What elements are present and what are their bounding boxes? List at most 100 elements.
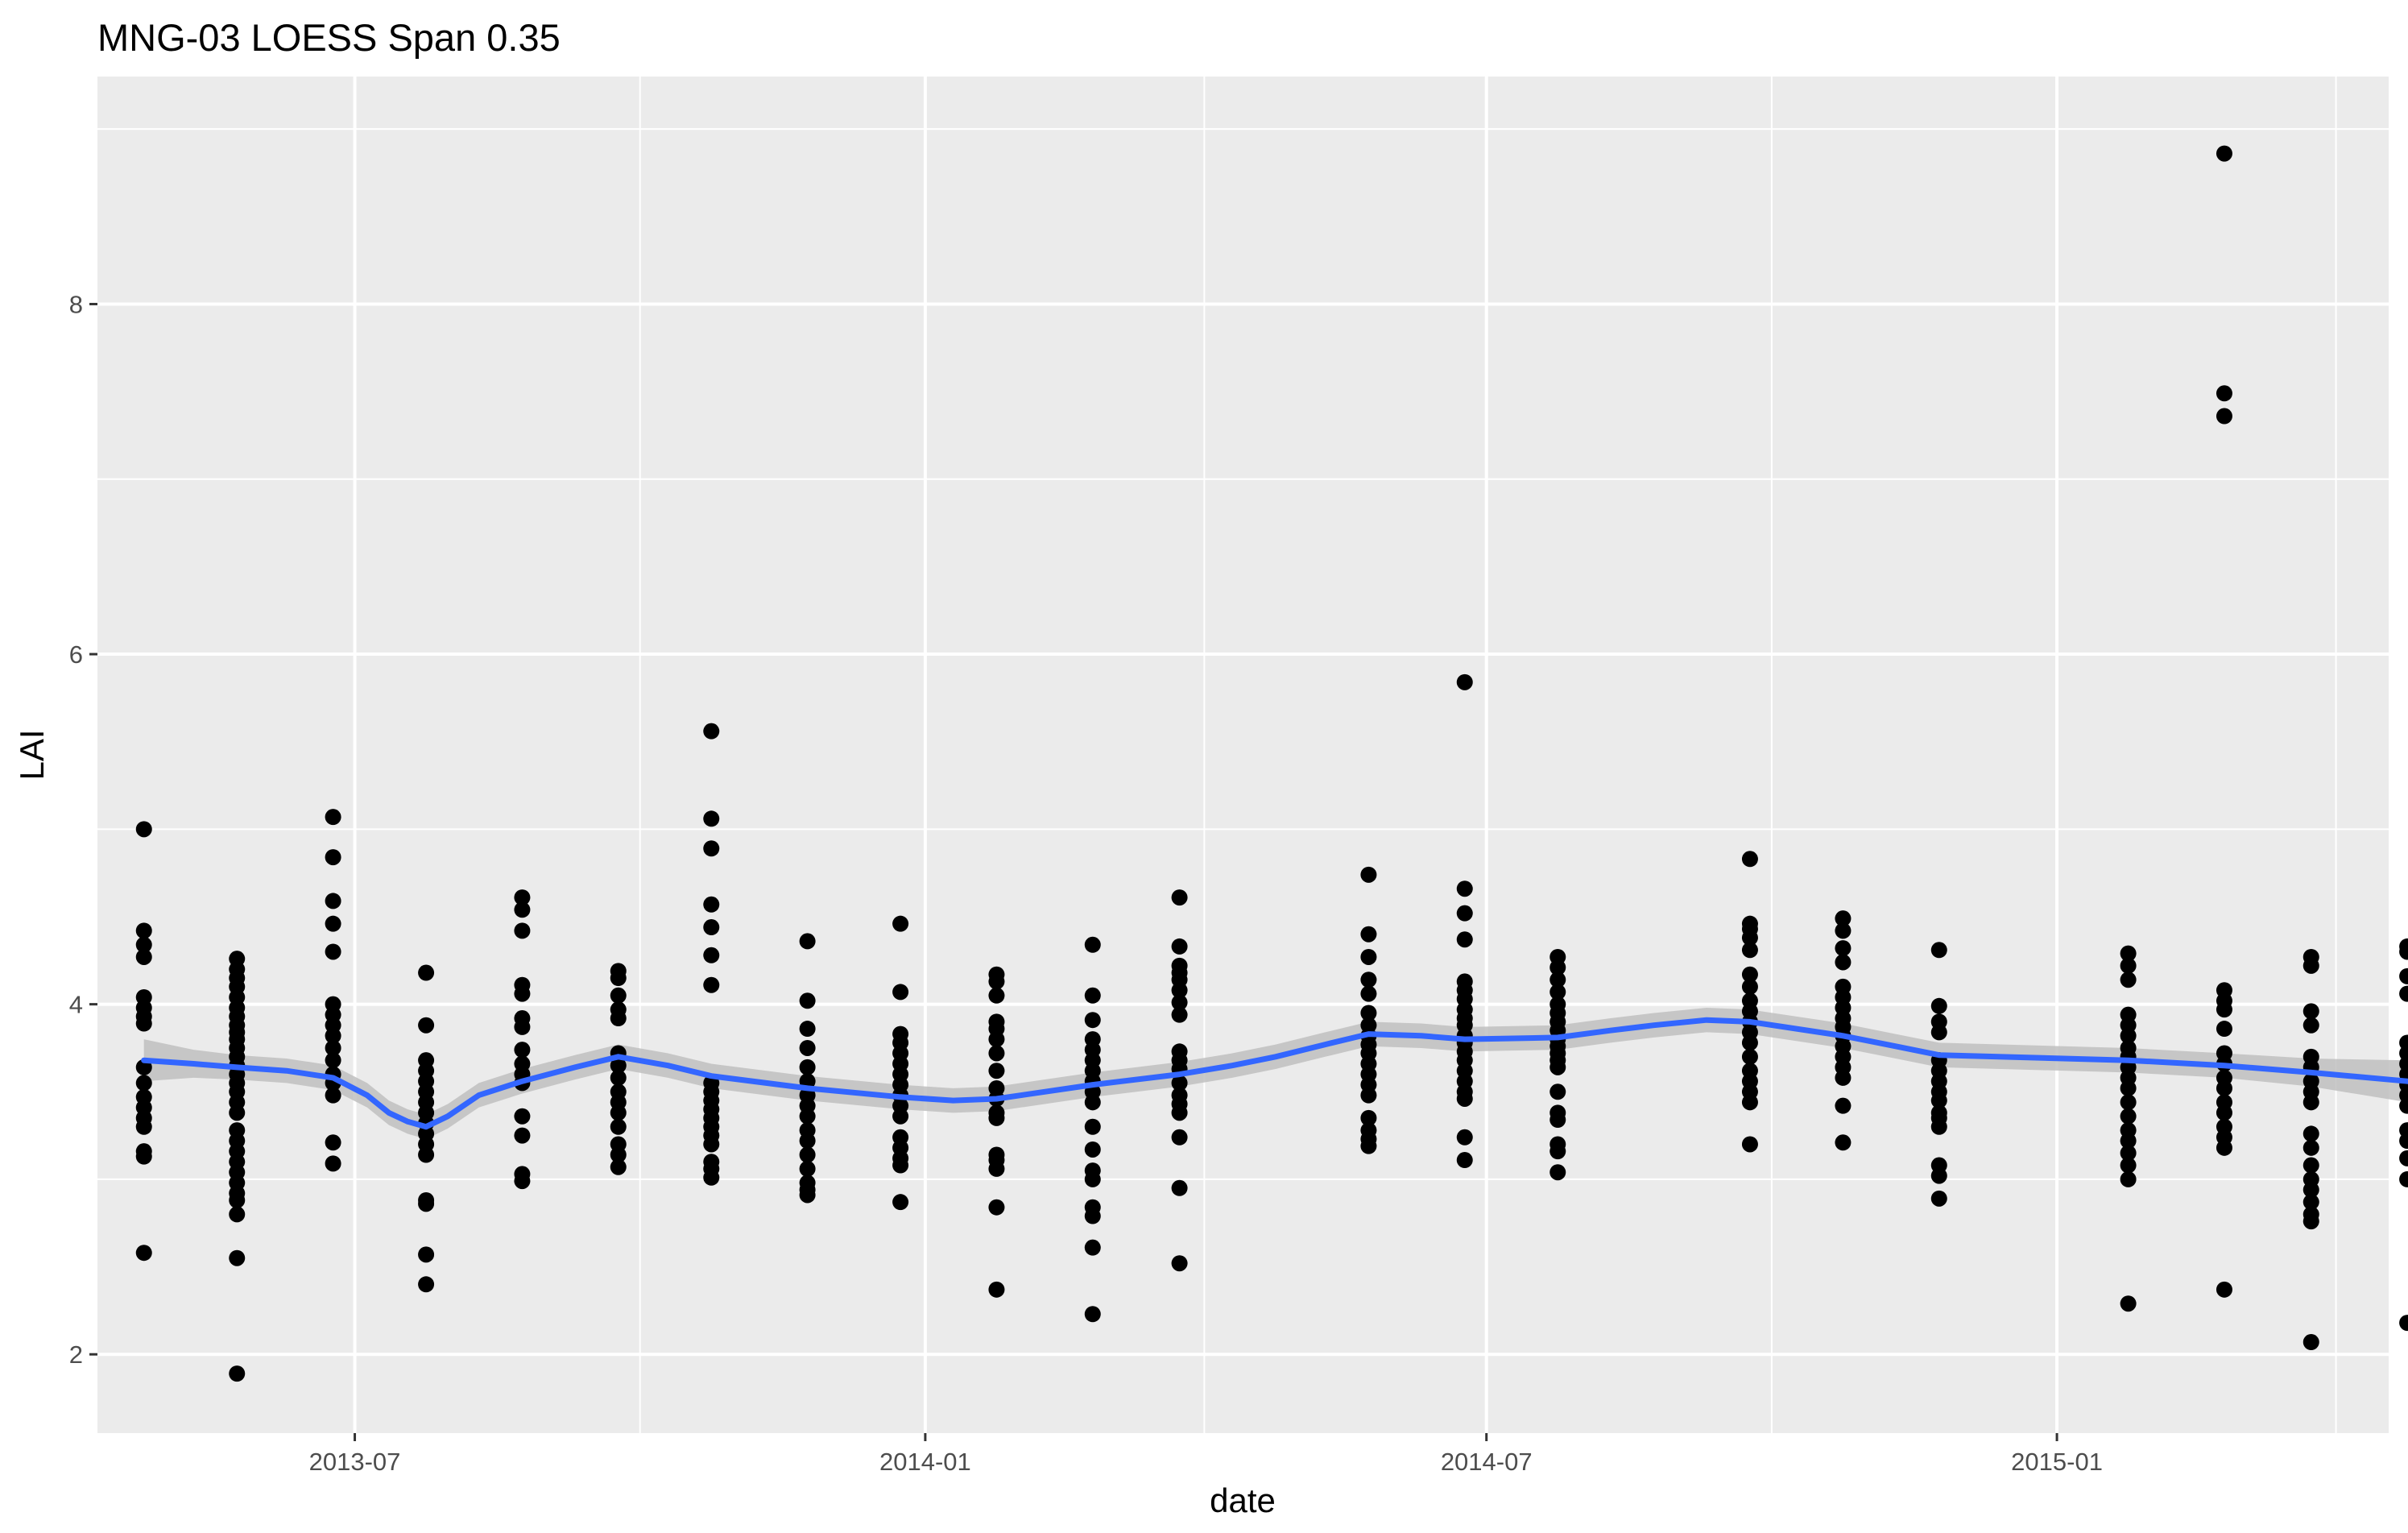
data-point (1171, 994, 1188, 1011)
y-axis-label: LAI (13, 729, 51, 780)
data-point (1456, 1129, 1473, 1146)
x-tick-label: 2015-01 (2011, 1448, 2103, 1476)
plot-panel (97, 77, 2389, 1433)
data-point (1360, 1087, 1377, 1104)
data-point (1741, 1136, 1758, 1153)
data-point (2302, 1017, 2319, 1034)
data-point (514, 1108, 531, 1125)
data-point (1360, 985, 1377, 1002)
data-point (799, 1187, 816, 1204)
data-point (1741, 1034, 1758, 1051)
data-point (2120, 1027, 2137, 1044)
data-point (2216, 1021, 2232, 1038)
data-point (799, 1059, 816, 1075)
data-point (514, 1042, 531, 1059)
data-point (418, 1276, 435, 1293)
data-point (229, 1249, 246, 1266)
data-point (2399, 1170, 2408, 1187)
data-point (514, 889, 531, 906)
data-point (799, 1146, 816, 1163)
data-point (1084, 1208, 1101, 1224)
data-point (1549, 1083, 1566, 1100)
data-point (325, 1039, 341, 1056)
data-point (2120, 1145, 2137, 1162)
data-point (1835, 1069, 1852, 1086)
chart-title: MNG-03 LOESS Span 0.35 (97, 16, 561, 59)
data-point (229, 1206, 246, 1223)
data-point (1084, 1118, 1101, 1135)
data-point (988, 1031, 1005, 1048)
data-point (514, 901, 531, 918)
data-point (1084, 1170, 1101, 1187)
data-point (2216, 145, 2232, 162)
data-point (1171, 1129, 1188, 1146)
data-point (1741, 930, 1758, 947)
data-point (1456, 905, 1473, 922)
loess-smooth-line (141, 1017, 2408, 1130)
data-point (2120, 957, 2137, 974)
data-point (229, 1365, 246, 1382)
data-point (325, 1134, 341, 1151)
data-point (703, 976, 720, 993)
data-point (1930, 997, 1947, 1014)
data-point (703, 919, 720, 936)
data-point (2399, 943, 2408, 960)
data-point (1171, 1006, 1188, 1023)
data-point (1360, 1109, 1377, 1126)
data-point (2399, 1315, 2408, 1332)
data-point (703, 840, 720, 857)
data-point (892, 1108, 909, 1125)
data-point (610, 1118, 627, 1135)
y-tick-label: 8 (69, 290, 83, 318)
data-point (2302, 1003, 2319, 1020)
data-point (2216, 1079, 2232, 1096)
data-point (1930, 1118, 1947, 1135)
data-point (1171, 889, 1188, 906)
data-point (1835, 922, 1852, 939)
data-point (1456, 880, 1473, 897)
data-point (799, 1039, 816, 1056)
data-point (2216, 1281, 2232, 1298)
data-point (2302, 1139, 2319, 1156)
data-point (418, 1017, 435, 1034)
data-point (703, 896, 720, 913)
data-point (610, 1069, 627, 1086)
data-point (1360, 1005, 1377, 1021)
data-point (514, 1173, 531, 1190)
data-point (1549, 984, 1566, 1001)
data-point (1930, 1190, 1947, 1207)
data-point (2399, 1150, 2408, 1166)
data-point (892, 1157, 909, 1174)
data-point (2302, 1334, 2319, 1351)
data-point (988, 987, 1005, 1004)
data-point (2216, 1104, 2232, 1121)
x-tick-label: 2013-07 (309, 1448, 401, 1476)
data-point (1456, 673, 1473, 690)
data-point (325, 943, 341, 960)
x-tick-label: 2014-01 (879, 1448, 971, 1476)
data-point (2120, 1079, 2137, 1096)
data-point (799, 1160, 816, 1177)
data-point (1549, 1164, 1566, 1181)
data-point (325, 915, 341, 932)
data-point (988, 1160, 1005, 1177)
data-point (325, 1087, 341, 1104)
data-point (1835, 940, 1852, 957)
data-point (1741, 851, 1758, 868)
data-point (703, 1169, 720, 1186)
data-point (892, 984, 909, 1001)
data-point (799, 1133, 816, 1150)
data-point (2399, 985, 2408, 1002)
data-point (2302, 1194, 2319, 1211)
data-point (1549, 1112, 1566, 1129)
data-point (2120, 1094, 2137, 1111)
data-point (514, 1018, 531, 1035)
data-point (1171, 938, 1188, 955)
data-point (1084, 1239, 1101, 1256)
x-axis-label: date (1210, 1481, 1276, 1519)
data-point (229, 1104, 246, 1121)
data-point (799, 1108, 816, 1125)
data-point (1084, 1012, 1101, 1029)
data-point (1360, 1137, 1377, 1154)
